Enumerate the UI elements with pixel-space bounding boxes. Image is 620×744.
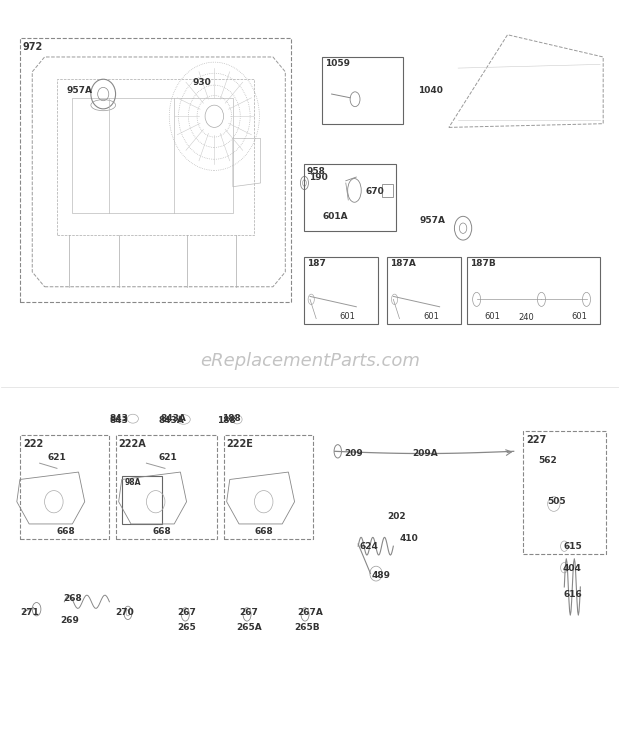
Text: 615: 615 — [563, 542, 582, 551]
Text: 270: 270 — [115, 609, 135, 618]
Text: 404: 404 — [563, 564, 582, 573]
Text: 1059: 1059 — [326, 60, 350, 68]
Text: 668: 668 — [254, 527, 273, 536]
Text: 930: 930 — [193, 78, 211, 88]
Text: 222A: 222A — [118, 439, 146, 449]
Text: 601: 601 — [339, 312, 355, 321]
Text: 972: 972 — [23, 42, 43, 52]
Text: 240: 240 — [518, 313, 534, 322]
Text: 202: 202 — [387, 512, 405, 521]
Text: 843A: 843A — [159, 416, 185, 425]
Text: 98A: 98A — [125, 478, 141, 487]
Text: 957A: 957A — [66, 86, 92, 94]
Text: 621: 621 — [48, 453, 66, 462]
Text: 188: 188 — [223, 414, 241, 423]
Text: 227: 227 — [526, 435, 546, 445]
Text: 267: 267 — [177, 609, 196, 618]
Text: 843A: 843A — [161, 414, 187, 423]
Text: 410: 410 — [399, 534, 419, 543]
Text: 268: 268 — [63, 594, 82, 603]
Text: 601: 601 — [485, 312, 500, 321]
Text: 958: 958 — [307, 167, 326, 176]
Text: 670: 670 — [366, 187, 384, 196]
Text: 269: 269 — [60, 616, 79, 625]
Text: 222E: 222E — [227, 439, 254, 449]
Text: 265B: 265B — [294, 623, 320, 632]
Text: 601A: 601A — [322, 212, 348, 221]
Text: 187A: 187A — [390, 260, 416, 269]
Text: 957A: 957A — [420, 216, 446, 225]
Text: 188: 188 — [218, 416, 236, 425]
Text: 601: 601 — [423, 312, 439, 321]
Text: 668: 668 — [153, 527, 171, 536]
Text: 271: 271 — [20, 609, 39, 618]
Text: 267: 267 — [239, 609, 258, 618]
Text: 222: 222 — [23, 439, 43, 449]
Text: 621: 621 — [159, 453, 177, 462]
Text: 187: 187 — [307, 260, 326, 269]
Text: 505: 505 — [547, 497, 566, 506]
Text: 616: 616 — [563, 590, 582, 599]
Text: 562: 562 — [538, 457, 557, 466]
Text: 843: 843 — [109, 414, 128, 423]
Text: 190: 190 — [309, 173, 327, 182]
Text: 187B: 187B — [471, 260, 496, 269]
Text: 265: 265 — [177, 623, 196, 632]
Text: 265A: 265A — [236, 623, 262, 632]
Text: eReplacementParts.com: eReplacementParts.com — [200, 352, 420, 370]
Text: 601: 601 — [571, 312, 587, 321]
Text: 209A: 209A — [412, 449, 438, 458]
Text: 489: 489 — [372, 571, 391, 580]
Text: 843: 843 — [109, 416, 128, 425]
Text: 624: 624 — [360, 542, 378, 551]
Text: 1040: 1040 — [418, 86, 443, 94]
Text: 209: 209 — [344, 449, 363, 458]
Text: 668: 668 — [57, 527, 76, 536]
Text: 267A: 267A — [298, 609, 324, 618]
